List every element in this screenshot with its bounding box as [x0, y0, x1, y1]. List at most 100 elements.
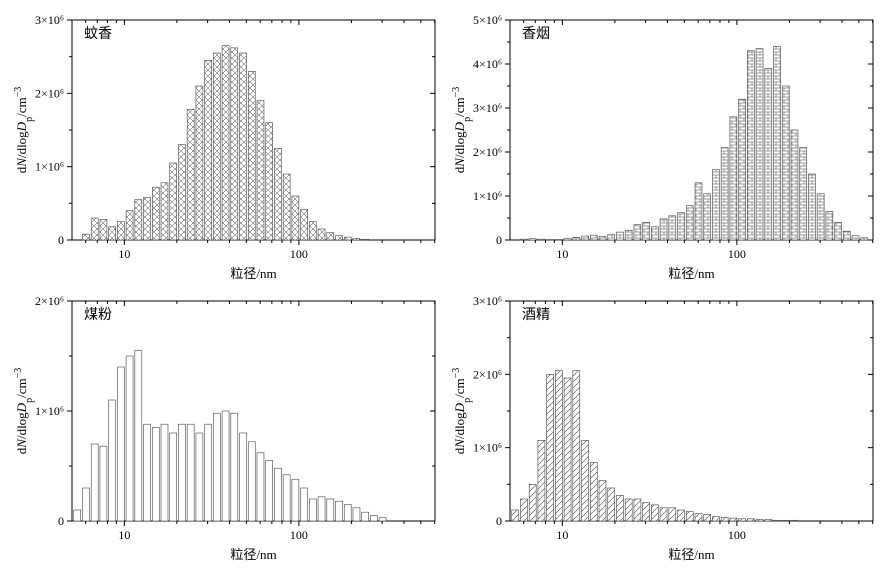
bar: [135, 200, 142, 240]
bar: [703, 194, 710, 240]
ylabel: dN/dlogDp/cm−3: [13, 87, 35, 173]
bar: [782, 520, 789, 521]
bar: [344, 504, 351, 521]
xtick-label: 10: [556, 528, 568, 542]
bar: [721, 148, 728, 240]
bar: [616, 495, 623, 521]
bar: [546, 374, 553, 521]
bar: [572, 370, 579, 520]
bar: [520, 499, 527, 521]
bar: [213, 413, 220, 521]
bar: [144, 197, 151, 240]
bar: [266, 123, 273, 240]
bar: [625, 499, 632, 521]
xtick-label: 100: [290, 247, 308, 261]
bar: [274, 468, 281, 521]
bar: [529, 484, 536, 521]
bar: [117, 222, 124, 240]
bar: [178, 424, 185, 521]
bar: [178, 145, 185, 240]
ytick-label: 3×10⁶: [473, 294, 502, 308]
bar: [817, 194, 824, 240]
bar: [144, 424, 151, 521]
chart-panel: 01×10⁶2×10⁶3×10⁶4×10⁶5×10⁶10100香烟粒径/nmdN…: [448, 10, 886, 291]
chart-grid: 01×10⁶2×10⁶3×10⁶10100蚊香粒径/nmdN/dlogDp/cm…: [10, 10, 885, 571]
bar: [257, 101, 264, 240]
ytick-label: 2×10⁶: [35, 294, 64, 308]
bar: [625, 230, 632, 240]
bar: [309, 222, 316, 240]
bar: [301, 488, 308, 521]
ytick-label: 4×10⁶: [473, 57, 502, 71]
bar: [170, 163, 177, 240]
bar: [205, 60, 212, 240]
bar: [283, 474, 290, 520]
ylabel: dN/dlogDp/cm−3: [450, 367, 472, 453]
bar: [633, 225, 640, 240]
bar: [309, 499, 316, 521]
ytick-label: 5×10⁶: [473, 13, 502, 27]
xlabel: 粒径/nm: [668, 547, 714, 562]
chart-panel: 01×10⁶2×10⁶3×10⁶10100酒精粒径/nmdN/dlogDp/cm…: [448, 291, 886, 572]
bar: [161, 424, 168, 521]
bar: [100, 219, 107, 240]
xlabel: 粒径/nm: [668, 266, 714, 281]
bar: [729, 117, 736, 240]
ytick-label: 2×10⁶: [473, 145, 502, 159]
bar: [274, 148, 281, 240]
bar: [599, 480, 606, 520]
bar: [336, 501, 343, 521]
bar: [231, 413, 238, 521]
ytick-label: 1×10⁶: [473, 440, 502, 454]
xtick-label: 100: [727, 528, 745, 542]
bar: [205, 424, 212, 521]
bar: [126, 356, 133, 521]
bar: [642, 222, 649, 240]
bar: [292, 479, 299, 521]
bar: [520, 239, 527, 240]
bar: [651, 504, 658, 520]
bar: [152, 427, 159, 521]
bar: [808, 174, 815, 240]
bar: [231, 48, 238, 240]
bar: [213, 53, 220, 240]
bar: [266, 460, 273, 521]
bar: [694, 513, 701, 520]
bar: [344, 237, 351, 240]
ytick-label: 1×10⁶: [35, 404, 64, 418]
xtick-label: 10: [118, 528, 130, 542]
bar: [301, 209, 308, 240]
ytick-label: 0: [58, 514, 64, 528]
bar: [686, 206, 693, 240]
bar: [712, 170, 719, 240]
ytick-label: 0: [496, 233, 502, 247]
bar: [362, 512, 369, 521]
bar: [327, 233, 334, 240]
bar: [712, 516, 719, 520]
bar: [764, 68, 771, 240]
bar: [773, 46, 780, 240]
ylabel: dN/dlogDp/cm−3: [13, 367, 35, 453]
bar: [747, 51, 754, 240]
ylabel: dN/dlogDp/cm−3: [450, 87, 472, 173]
bar: [353, 507, 360, 520]
bar: [222, 46, 229, 240]
bar: [660, 507, 667, 520]
bar: [100, 446, 107, 521]
bar: [790, 130, 797, 240]
bar: [590, 462, 597, 521]
bar: [834, 222, 841, 240]
bar: [82, 488, 89, 521]
bar: [555, 370, 562, 520]
ytick-label: 2×10⁶: [473, 367, 502, 381]
xtick-label: 10: [556, 247, 568, 261]
bar: [292, 196, 299, 240]
bar: [135, 350, 142, 521]
bar: [607, 488, 614, 521]
bar: [825, 211, 832, 240]
bar: [109, 227, 116, 240]
bar: [196, 433, 203, 521]
bar: [74, 510, 81, 521]
bar: [564, 378, 571, 521]
bar: [756, 519, 763, 520]
